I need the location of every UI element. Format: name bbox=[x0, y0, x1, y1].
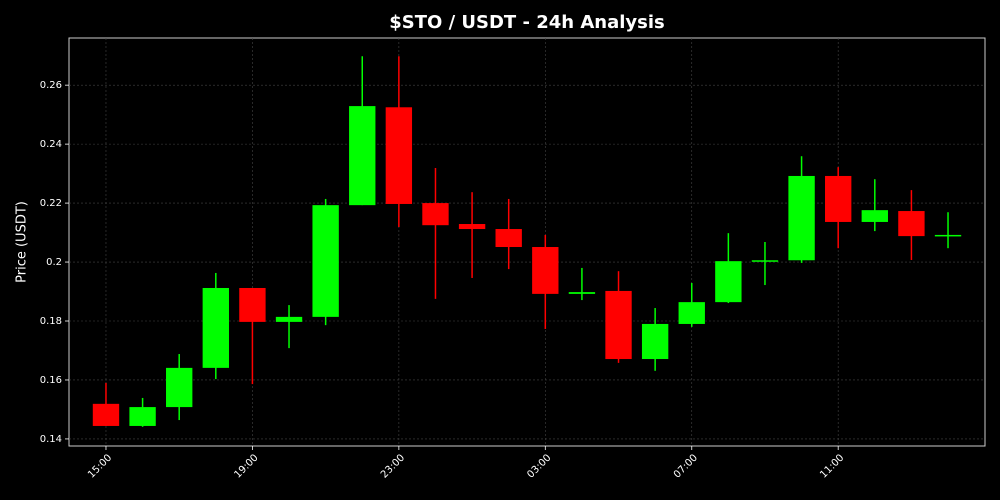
candle-body bbox=[92, 403, 120, 426]
x-tick-label: 23:00 bbox=[379, 452, 407, 480]
y-tick-label: 0.14 bbox=[40, 434, 62, 445]
candle-body bbox=[495, 229, 522, 248]
y-tick-label: 0.26 bbox=[40, 80, 62, 91]
candle-body bbox=[568, 292, 596, 294]
candle-body bbox=[825, 175, 852, 222]
candle-body bbox=[751, 260, 779, 262]
candle-body bbox=[385, 107, 413, 204]
candle-body bbox=[898, 211, 925, 237]
candle-body bbox=[422, 203, 449, 226]
y-tick-label: 0.22 bbox=[40, 198, 62, 209]
candle-body bbox=[934, 234, 962, 237]
candle-body bbox=[275, 316, 303, 322]
candle-body bbox=[312, 205, 339, 317]
candle-body bbox=[202, 287, 229, 368]
candle-body bbox=[788, 175, 815, 261]
x-tick-label: 07:00 bbox=[672, 452, 700, 480]
y-tick-label: 0.18 bbox=[40, 316, 62, 327]
candle-body bbox=[641, 323, 669, 360]
y-tick-label: 0.2 bbox=[46, 257, 62, 268]
candle-body bbox=[458, 224, 486, 230]
candle-body bbox=[166, 367, 193, 408]
plot-frame bbox=[68, 37, 986, 447]
candle-body bbox=[861, 210, 888, 222]
candle-body bbox=[532, 247, 559, 294]
x-tick-label: 19:00 bbox=[232, 452, 260, 480]
candle-body bbox=[239, 287, 266, 322]
x-tick-label: 11:00 bbox=[818, 452, 846, 480]
y-tick-label: 0.16 bbox=[40, 375, 62, 386]
candle-body bbox=[349, 106, 376, 206]
candle-body bbox=[605, 290, 632, 360]
y-axis-label: Price (USDT) bbox=[15, 201, 30, 283]
x-tick-label: 15:00 bbox=[86, 452, 114, 480]
y-tick-label: 0.24 bbox=[40, 139, 62, 150]
candle-body bbox=[129, 407, 156, 426]
chart-title: $STO / USDT - 24h Analysis bbox=[389, 12, 665, 33]
candle-body bbox=[715, 261, 742, 303]
x-tick-label: 03:00 bbox=[525, 452, 553, 480]
candle-body bbox=[678, 302, 705, 324]
